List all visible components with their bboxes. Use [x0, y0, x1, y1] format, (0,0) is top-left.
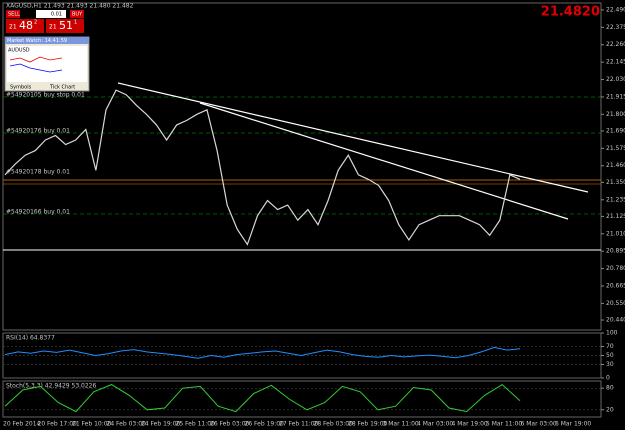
y-tick-label: 22.375: [606, 24, 625, 31]
y-tick-label: 21.350: [606, 179, 625, 186]
order-label: #54920166 buy 0.01: [6, 209, 70, 216]
lot-field[interactable]: [36, 10, 66, 18]
y-tick-label: 21.125: [606, 213, 625, 220]
indicator-title: Stoch(5,3,3) 42.9429 53.0226: [6, 383, 97, 390]
market-watch: Market Watch: 14:41:59 AUDUSD Symbols Ti…: [4, 36, 90, 92]
stoch-panel: [2, 380, 602, 418]
x-tick-label: 20 Feb 2014: [3, 421, 41, 428]
y-tick-label: 21.915: [606, 93, 625, 100]
x-tick-label: 20 Feb 17:00: [38, 421, 78, 428]
buy-button[interactable]: [70, 10, 84, 18]
bid-sup: 2: [34, 20, 37, 26]
x-tick-label: 24 Feb 19:00: [141, 421, 181, 428]
x-tick-label: 3 Mar 11:00: [383, 421, 419, 428]
tab[interactable]: Symbols: [10, 85, 32, 91]
y-tick-label: 80: [606, 385, 614, 392]
y-tick-label: 22.145: [606, 59, 625, 66]
market-watch-titlebar: [5, 37, 89, 44]
x-tick-label: 5 Mar 11:00: [486, 421, 522, 428]
x-tick-label: 4 Mar 03:00: [417, 421, 453, 428]
x-tick-label: 28 Feb 03:00: [314, 421, 354, 428]
y-tick-label: 100: [606, 330, 618, 337]
x-tick-label: 4 Mar 19:00: [452, 421, 488, 428]
x-tick-label: 21 Feb 10:00: [72, 421, 112, 428]
y-tick-label: 21.690: [606, 127, 625, 134]
x-tick-label: 6 Mar 19:00: [555, 421, 591, 428]
x-tick-label: 24 Feb 03:00: [107, 421, 147, 428]
y-tick-label: 21.800: [606, 111, 625, 118]
tick-bid: [9, 63, 63, 73]
y-tick-label: 22.490: [606, 6, 625, 13]
order-label: #54920176 buy 0.01: [6, 128, 70, 135]
y-tick-label: 20.440: [606, 317, 625, 324]
y-tick-label: 0: [606, 375, 610, 382]
series-line: [4, 346, 521, 359]
x-tick-label: 26 Feb 03:00: [210, 421, 250, 428]
y-tick-label: 21.235: [606, 196, 625, 203]
tab[interactable]: Tick Chart: [49, 85, 75, 91]
series-line: [4, 89, 521, 246]
y-tick-label: 30: [606, 361, 614, 368]
y-tick-label: 20.665: [606, 282, 625, 289]
x-tick-label: 25 Feb 11:00: [176, 421, 216, 428]
sell-label: SELL: [8, 12, 20, 18]
indicator-title: RSI(14) 64.8377: [6, 335, 55, 342]
order-label: #54920105 buy stop 0.01: [6, 92, 85, 99]
bid-main: 48: [19, 19, 33, 32]
series-line: [4, 383, 521, 413]
y-tick-label: 22.260: [606, 41, 625, 48]
x-tick-label: 27 Feb 11:00: [279, 421, 319, 428]
order-label: #54920178 buy 0.01: [6, 169, 70, 176]
big-price: 21.4820: [541, 5, 600, 20]
y-tick-label: 21.575: [606, 145, 625, 152]
bid-prefix: 21: [9, 24, 17, 31]
chart-title: XAGUSD,H1 21.493 21.493 21.480 21.482: [6, 3, 134, 10]
y-tick-label: 50: [606, 352, 614, 359]
y-tick-label: 20.550: [606, 300, 625, 307]
y-tick-label: 21.460: [606, 162, 625, 169]
ask-box[interactable]: [46, 19, 84, 33]
x-tick-label: 6 Mar 03:00: [521, 421, 557, 428]
y-tick-label: 21.010: [606, 230, 625, 237]
market-watch-title: Market Watch: 14:41:59: [7, 38, 67, 44]
y-tick-label: 70: [606, 343, 614, 350]
buy-label: BUY: [72, 12, 83, 18]
ask-sup: 1: [74, 20, 77, 26]
x-tick-label: 28 Feb 19:00: [348, 421, 388, 428]
trend-line: [117, 82, 589, 193]
sell-button[interactable]: [6, 10, 20, 18]
one-click-trading: SELL 0.01 BUY 21 48 2 21 51 1: [6, 10, 84, 33]
symbol: AUDUSD: [8, 48, 30, 54]
y-tick-label: 20.780: [606, 265, 625, 272]
ask-main: 51: [59, 19, 73, 32]
y-tick-label: 20.895: [606, 248, 625, 255]
tick-ask: [9, 56, 63, 63]
x-tick-label: 26 Feb 19:00: [245, 421, 285, 428]
main-panel: [2, 2, 602, 331]
trend-line: [199, 102, 569, 220]
ask-prefix: 21: [49, 24, 57, 31]
bid-box[interactable]: [6, 19, 44, 33]
y-tick-label: 20: [606, 406, 614, 413]
y-tick-label: 22.030: [606, 76, 625, 83]
lot: 0.01: [51, 12, 62, 18]
